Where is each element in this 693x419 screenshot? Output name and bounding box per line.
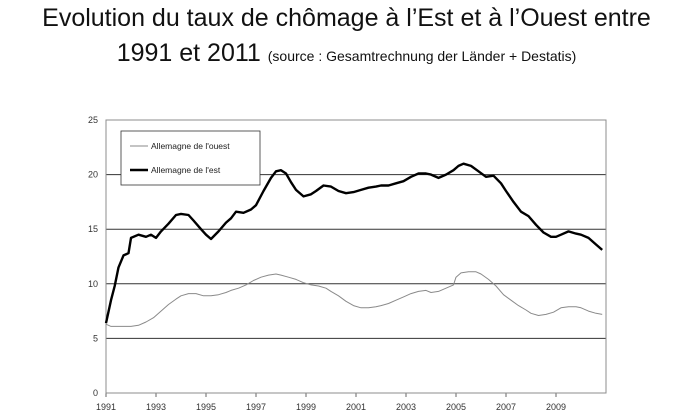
y-tick-label: 0 [93, 388, 98, 398]
y-tick-label: 10 [88, 279, 98, 289]
plot-frame [105, 119, 607, 394]
legend-label-est: Allemagne de l'est [151, 165, 221, 175]
legend-box [120, 130, 261, 186]
page-title: Evolution du taux de chômage à l’Est et … [42, 4, 651, 32]
series-line-est [104, 162, 603, 324]
x-tick-label: 1997 [246, 402, 266, 412]
legend-label-ouest: Allemagne de l'ouest [151, 141, 230, 151]
x-tick-label: 2007 [496, 402, 516, 412]
x-tick-label: 2009 [546, 402, 566, 412]
y-tick-label: 5 [93, 333, 98, 343]
page-title-line2: 1991 et 2011 (source : Gesamtrechnung de… [0, 38, 693, 71]
y-tick-label: 20 [88, 170, 98, 180]
series-line-ouest [105, 271, 603, 327]
series-lines [104, 162, 603, 327]
y-axis-ticks: 0 5 10 15 20 25 [88, 115, 98, 398]
y-tick-label: 15 [88, 224, 98, 234]
x-tick-label: 1993 [146, 402, 166, 412]
title-years: 1991 et 2011 [116, 39, 261, 67]
gridlines [106, 174, 606, 339]
x-tick-label: 2005 [446, 402, 466, 412]
x-axis-ticks: 1991 1993 1995 1997 1999 2001 2003 2005 2007 2009 [96, 393, 566, 412]
x-tick-label: 2003 [396, 402, 416, 412]
legend: Allemagne de l'ouest Allemagne de l'est [120, 130, 261, 186]
x-tick-label: 1995 [196, 402, 216, 412]
y-tick-label: 25 [88, 115, 98, 125]
source-note: (source : Gesamtrechnung der Länder + De… [267, 48, 577, 64]
x-tick-label: 2001 [346, 402, 366, 412]
x-tick-label: 1999 [296, 402, 316, 412]
x-tick-label: 1991 [96, 402, 116, 412]
